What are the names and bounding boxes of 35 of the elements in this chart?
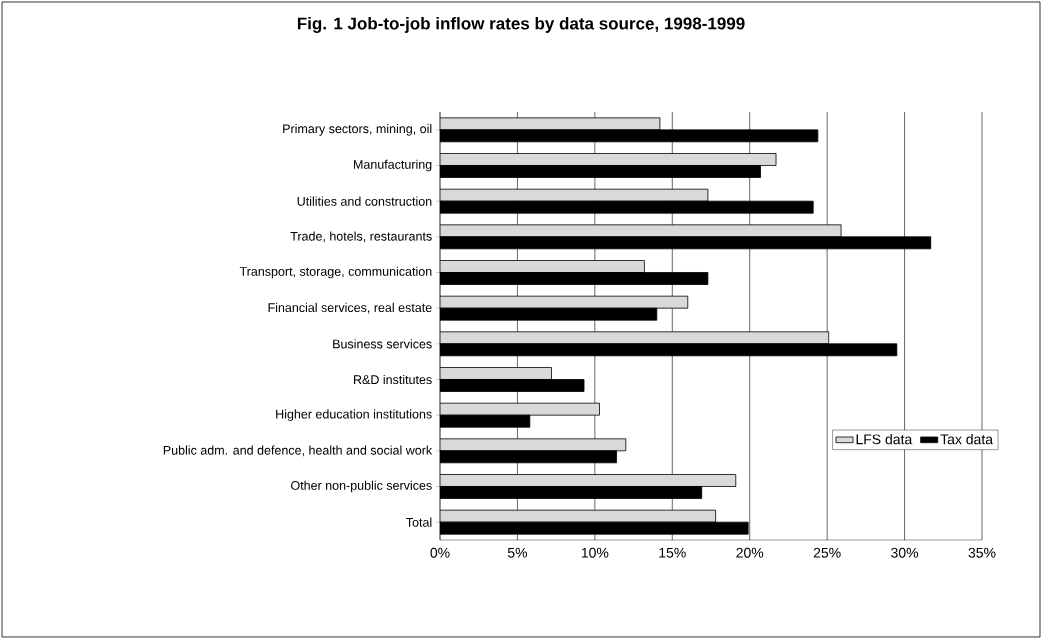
y-tick-label: Business services xyxy=(333,339,432,349)
bar xyxy=(440,402,600,416)
y-tick-label: Primary sectors, mining, oil xyxy=(283,123,432,136)
bar xyxy=(440,188,709,202)
bar xyxy=(440,153,777,166)
x-tick-label: 15% xyxy=(659,547,686,558)
y-tick-label: Total xyxy=(406,517,432,527)
y-tick-label: Other non-public services xyxy=(291,480,432,493)
x-tick-label: 20% xyxy=(736,547,764,558)
bar xyxy=(440,474,737,487)
bar xyxy=(440,260,645,273)
y-tick-label: Trade, hotels, restaurants xyxy=(290,231,432,243)
bar xyxy=(440,295,689,309)
x-tick-label: 30% xyxy=(891,547,919,558)
y-tick-label: Manufacturing xyxy=(354,159,432,172)
x-tick-label: 5% xyxy=(507,547,528,558)
y-tick-label: R&D institutes xyxy=(354,374,432,385)
x-tick-label: 0% xyxy=(430,547,450,558)
legend-label: Tax data xyxy=(940,434,994,445)
bar xyxy=(440,331,830,345)
bar xyxy=(440,117,661,131)
y-tick-label: Public adm. and defence, health and social work xyxy=(163,445,433,457)
bar xyxy=(440,509,717,523)
bar xyxy=(440,224,842,238)
bar xyxy=(440,367,552,380)
x-tick-label: 35% xyxy=(968,547,996,558)
x-tick-label: 25% xyxy=(813,547,841,558)
bar xyxy=(440,438,627,452)
chart-title: Fig. 1 Job-to-job inflow rates by data source, 1998-1999 xyxy=(297,17,745,33)
y-tick-label: Utilities and construction xyxy=(297,196,432,206)
y-tick-label: Financial services, real estate xyxy=(268,302,432,314)
y-tick-label: Higher education institutions xyxy=(276,409,432,421)
legend-label: LFS data xyxy=(856,434,913,445)
x-tick-label: 10% xyxy=(581,547,609,558)
y-tick-label: Transport, storage, communication xyxy=(239,266,432,279)
